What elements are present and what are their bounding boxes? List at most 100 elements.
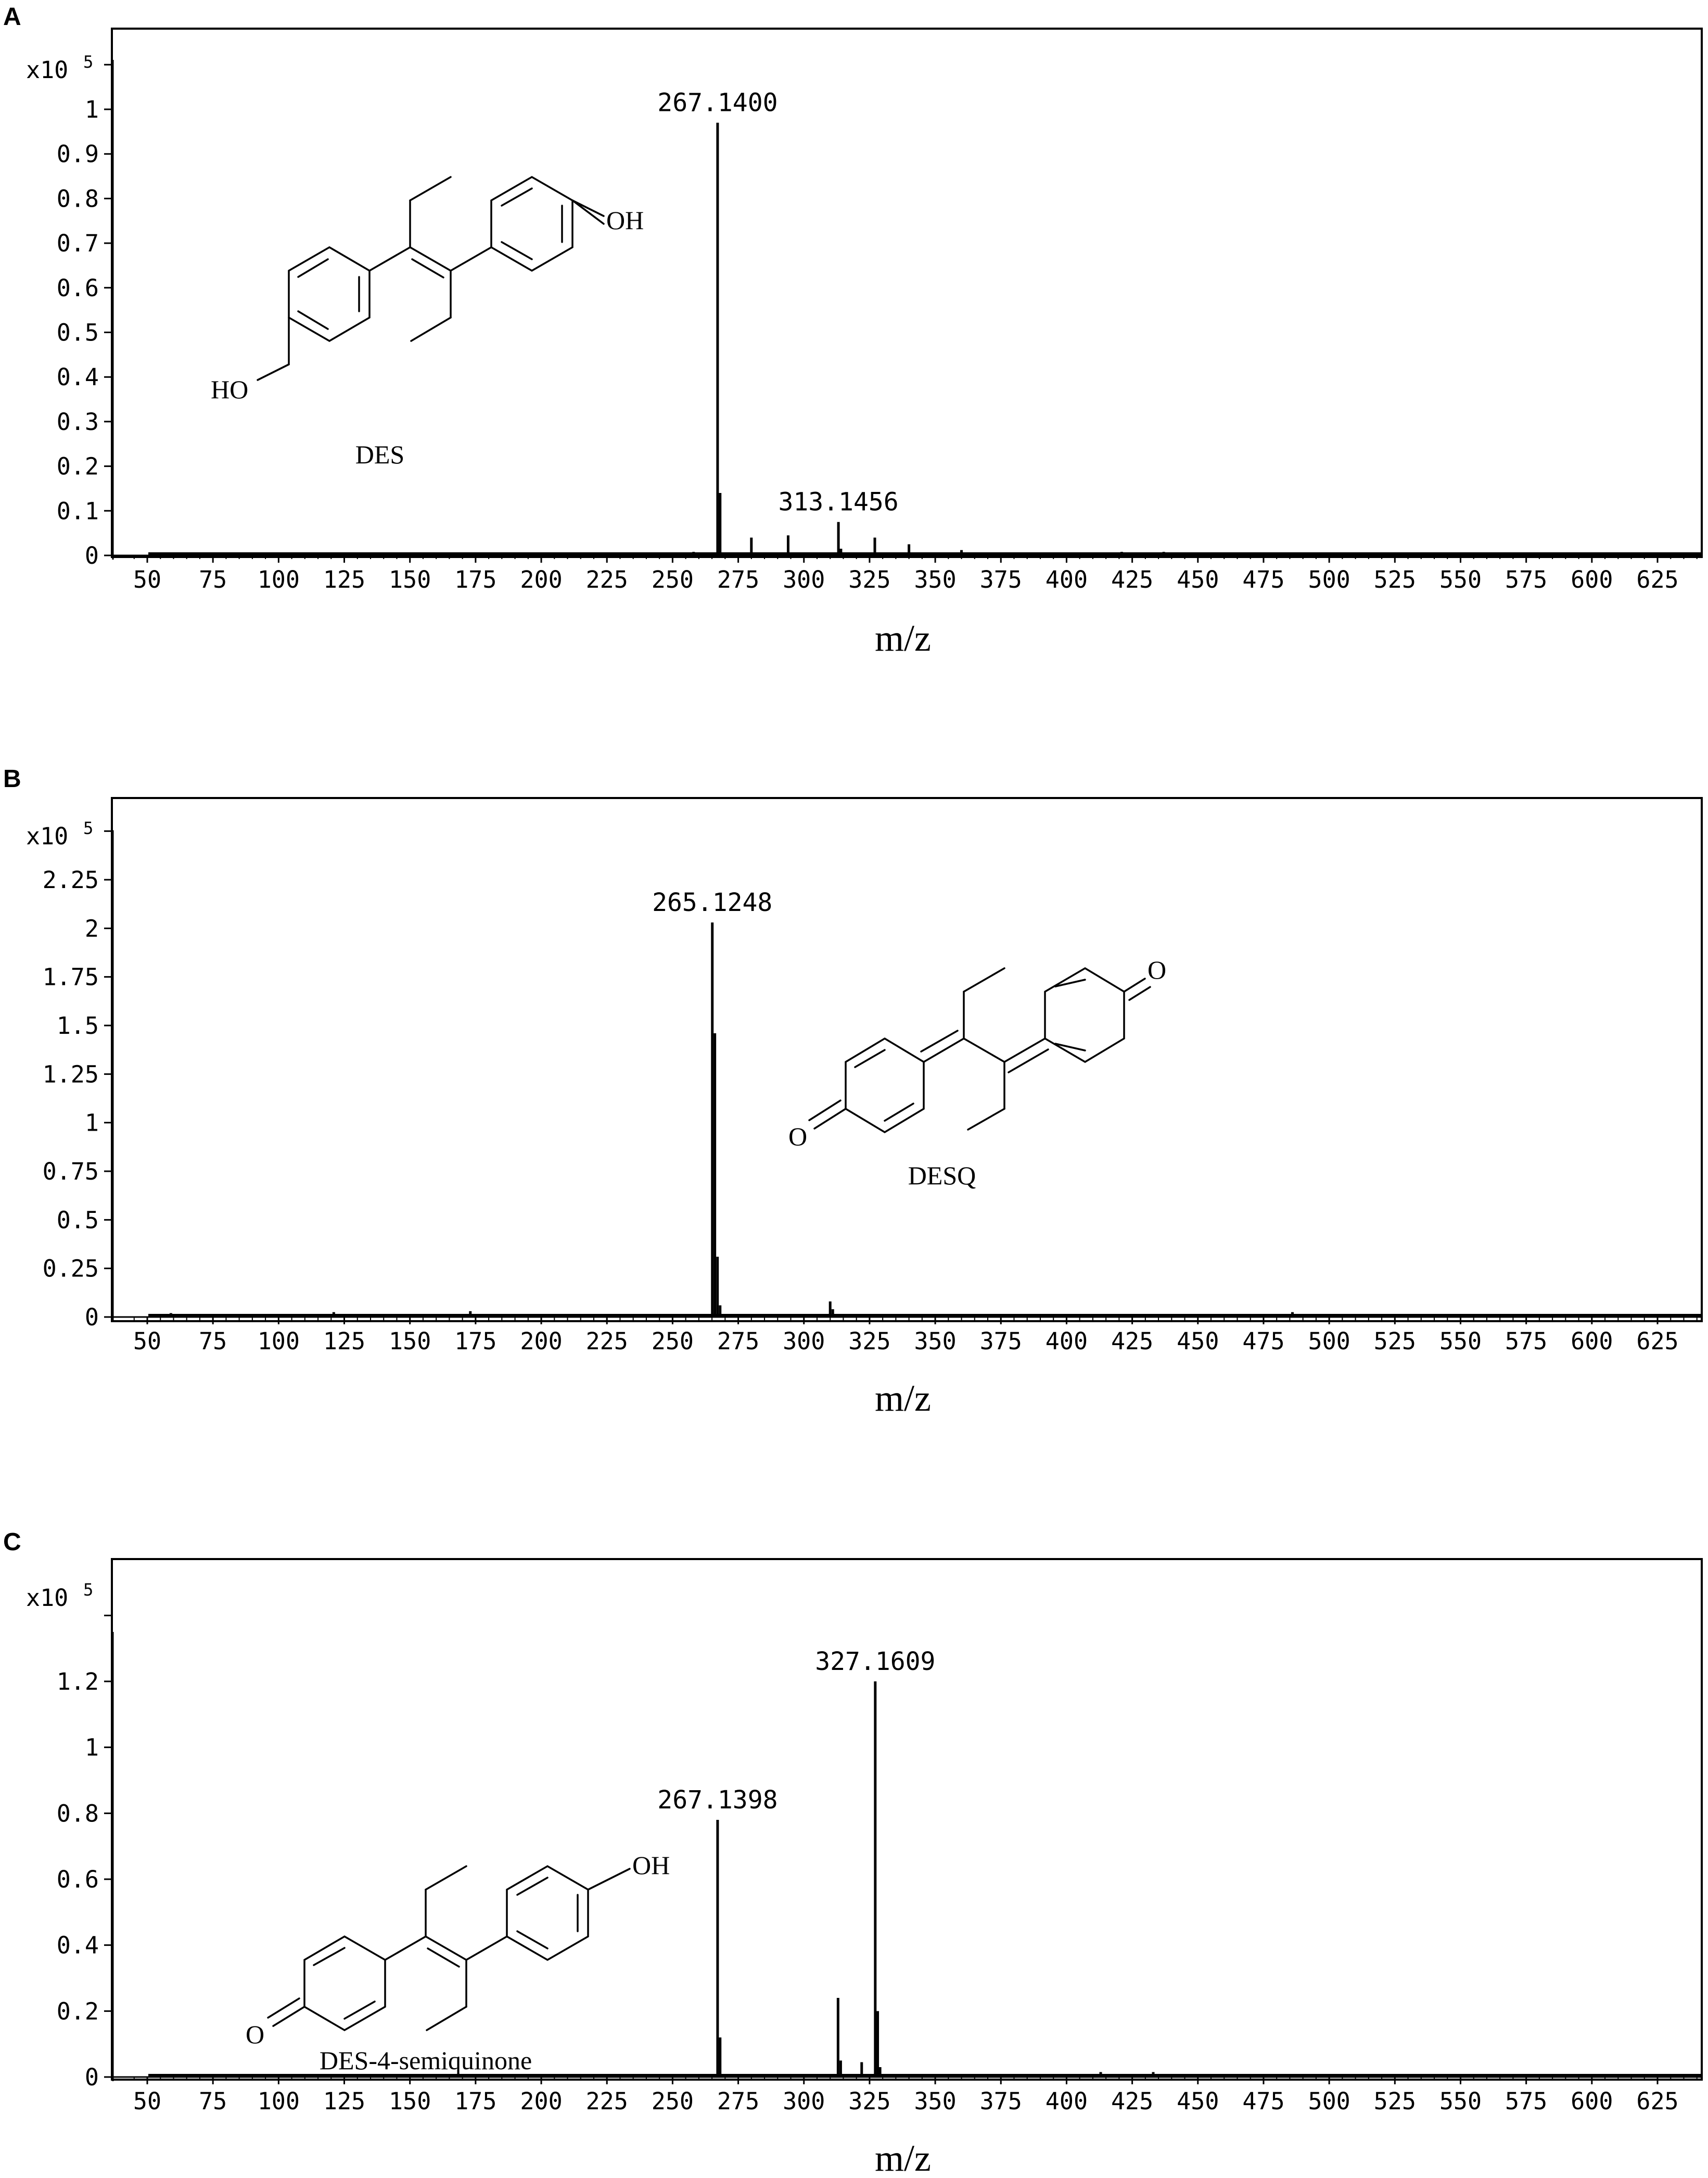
exo-double-bond [923,1037,965,1063]
left-carbonyl-bond [808,1099,842,1121]
y-tick-label: 0.7 [57,230,99,257]
peak-label: 313.1456 [778,488,898,517]
x-tick-label: 400 [1046,2087,1088,2115]
right-ring-double-bond [501,187,533,207]
x-tick-label: 350 [914,2087,956,2115]
x-tick-label: 450 [1177,566,1219,593]
right-ring-double-bond [1054,979,1086,987]
axis-ticks: 50 75 100 125 150 175 200 225 250 275 300 325 350 375… [57,60,1701,593]
scale-label: x10 [26,822,68,850]
exo-double-bond [1003,1037,1046,1063]
y-tick-label: 1 [85,96,99,123]
x-tick-label: 525 [1374,2087,1416,2115]
carbonyl-o-label: O [788,1122,807,1151]
scale-label: x10 [26,1584,68,1612]
x-tick-label: 500 [1308,566,1350,593]
ethyl-bond [967,1108,1005,1131]
x-tick-label: 325 [848,2087,890,2115]
x-tick-label: 300 [783,2087,825,2115]
left-ring-double-bond [313,1947,346,1966]
peak-label: 327.1609 [815,1647,935,1676]
x-tick-label: 100 [258,2087,300,2115]
panel-letter: A [3,3,21,31]
x-tick-label: 200 [520,1327,562,1355]
y-tick-label: 0.3 [57,408,99,436]
y-tick-label: 0.2 [57,453,99,480]
right-ring-double-bond [516,1930,549,1949]
x-tick-label: 50 [133,1327,161,1355]
y-tick-label: 2 [85,915,99,942]
y-tick-label: 2.25 [43,866,99,894]
y-tick-label: 1 [85,1109,99,1137]
ethyl-bond [410,316,452,342]
x-tick-label: 250 [652,566,694,593]
alkene-to-ring-bond [450,246,492,272]
x-tick-label: 550 [1439,1327,1482,1355]
peak-label: 267.1400 [657,88,777,118]
structure-name: DES-4-semiquinone [320,2046,532,2075]
x-tick-label: 625 [1636,566,1678,593]
oh-bond [587,1868,631,1891]
spectrum-peaks: 265.1248 [148,888,1701,1317]
x-tick-label: 100 [258,1327,300,1355]
x-tick-label: 375 [980,566,1022,593]
x-tick-label: 75 [199,2087,227,2115]
oh-label: OH [606,206,644,235]
panel-letter: B [3,765,21,793]
alkene-double-bond-inner [427,1947,460,1968]
des-structure: OH HO DES [211,175,644,469]
x-tick-label: 350 [914,566,956,593]
spectrum-peaks: 267.1400 313.1456 [148,88,1701,555]
ethyl-bond [426,2006,467,2031]
x-tick-label: 325 [848,566,890,593]
x-tick-label: 400 [1046,566,1088,593]
x-tick-label: 275 [717,2087,759,2115]
y-tick-label: 0 [85,2063,99,2091]
x-tick-label: 125 [323,566,365,593]
x-tick-label: 425 [1111,2087,1153,2115]
x-tick-label: 125 [323,1327,365,1355]
carbonyl-o-label: O [246,2020,264,2049]
ho-label: HO [211,375,248,404]
y-tick-label: 0.75 [43,1158,99,1185]
x-tick-label: 175 [454,2087,496,2115]
left-ring-double-bond [854,1049,886,1068]
y-tick-label: 0.4 [57,363,99,391]
alkene-double-bond [409,246,452,272]
x-tick-label: 200 [520,566,562,593]
y-tick-label: 0.4 [57,1932,99,1959]
x-tick-label: 375 [980,2087,1022,2115]
x-tick-label: 50 [133,2087,161,2115]
carbonyl-o-label: O [1148,955,1166,984]
spectrum-peaks: 267.1398 327.1609 [148,1647,1701,2077]
peak-label: 265.1248 [652,888,772,917]
x-tick-label: 50 [133,566,161,593]
ring-to-alkene-bond [384,1935,427,1961]
y-tick-label: 0.8 [57,185,99,212]
central-bond [963,1037,1005,1063]
oh-label: OH [632,1851,670,1880]
y-tick-label: 0 [85,542,99,569]
panel-c: C x10 5 50 75 100 125 150 175 200 225 250 275 300 3… [3,1528,1703,2178]
left-ring-bonds [288,246,371,343]
exo-double-bond [920,1030,959,1053]
x-tick-label: 550 [1439,566,1482,593]
axis-ticks: 50 75 100 125 150 175 200 225 250 275 300 325 350 375… [43,830,1701,1355]
x-tick-label: 150 [389,2087,431,2115]
x-tick-label: 250 [652,2087,694,2115]
right-carbonyl-bond [1123,978,1146,993]
x-tick-label: 525 [1374,1327,1416,1355]
right-ring-double-bond [516,1877,549,1896]
x-tick-label: 75 [199,566,227,593]
plot-frame [111,1558,1703,2081]
left-ring-double-bond [297,310,329,330]
x-tick-label: 475 [1242,1327,1284,1355]
left-ring-double-bond [297,258,329,278]
right-ring-double-bond [1054,1043,1086,1052]
right-ring-bonds [490,175,573,272]
x-tick-label: 75 [199,1327,227,1355]
y-tick-label: 0.5 [57,1206,99,1234]
left-ring-bonds [303,1935,386,2032]
x-tick-label: 175 [454,1327,496,1355]
x-tick-label: 600 [1571,566,1613,593]
